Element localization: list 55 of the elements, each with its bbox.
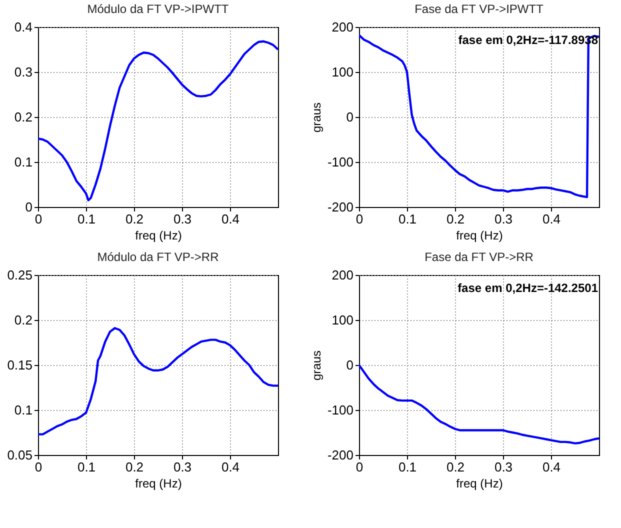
x-tick-label: 0.2 [446,212,465,226]
line-series [38,327,278,436]
line-series [38,40,278,202]
x-tick-label: 0.4 [221,212,240,226]
x-tick-label: 0.3 [173,212,192,226]
chart-title: Módulo da FT VP->RR [97,250,220,264]
x-axis-title: freq (Hz) [456,228,503,242]
x-tick-label: 0 [34,460,42,474]
y-tick-label: -200 [327,200,354,214]
x-tick-label: 0 [356,212,364,226]
y-tick-label: 100 [332,312,354,328]
y-axis-title: graus [309,102,324,133]
y-tick-label: 0 [25,200,32,214]
x-tick-label: 0.2 [125,212,144,226]
y-tick-label: 0.15 [7,358,32,372]
annotation: fase em 0,2Hz=-142.2501 [458,281,598,295]
chart-title: Fase da FT VP->IPWTT [414,2,544,16]
x-tick-label: 0.3 [494,460,513,474]
y-tick-label: 0.05 [7,448,32,462]
x-tick-label: 0.2 [446,460,465,474]
y-axis-title: graus [309,350,324,381]
x-axis-title: freq (Hz) [135,476,182,490]
y-tick-label: 0.2 [14,312,32,328]
y-tick-label: 0.3 [14,64,32,80]
x-tick-label: 0.1 [77,212,96,226]
y-tick-label: 0.25 [7,268,32,282]
x-tick-label: 0.1 [77,460,96,474]
y-tick-label: -200 [327,448,354,462]
y-tick-label: 0.4 [14,20,32,34]
x-tick-label: 0.1 [398,212,417,226]
x-tick-label: 0 [356,460,364,474]
y-tick-label: 0.2 [14,110,32,124]
y-tick-label: 100 [332,64,354,80]
x-axis-title: freq (Hz) [456,476,503,490]
y-tick-label: 0 [346,358,354,372]
y-tick-label: 200 [332,268,354,282]
y-tick-label: -100 [327,154,354,170]
x-tick-label: 0.3 [494,212,513,226]
y-tick-label: 0 [346,110,354,124]
x-tick-label: 0 [34,212,42,226]
x-tick-label: 0.4 [221,460,240,474]
chart-title: Fase da FT VP->RR [424,250,534,264]
x-tick-label: 0.1 [398,460,417,474]
y-tick-label: 0.1 [14,154,32,170]
y-tick-label: 200 [332,20,354,34]
y-tick-label: 0.1 [14,402,32,418]
chart-title: Módulo da FT VP->IPWTT [87,2,230,16]
x-tick-label: 0.2 [125,460,144,474]
line-series [359,364,599,444]
x-axis-title: freq (Hz) [135,228,182,242]
line-series [359,34,599,198]
x-tick-label: 0.4 [542,212,561,226]
y-tick-label: -100 [327,402,354,418]
x-tick-label: 0.4 [542,460,561,474]
x-tick-label: 0.3 [173,460,192,474]
